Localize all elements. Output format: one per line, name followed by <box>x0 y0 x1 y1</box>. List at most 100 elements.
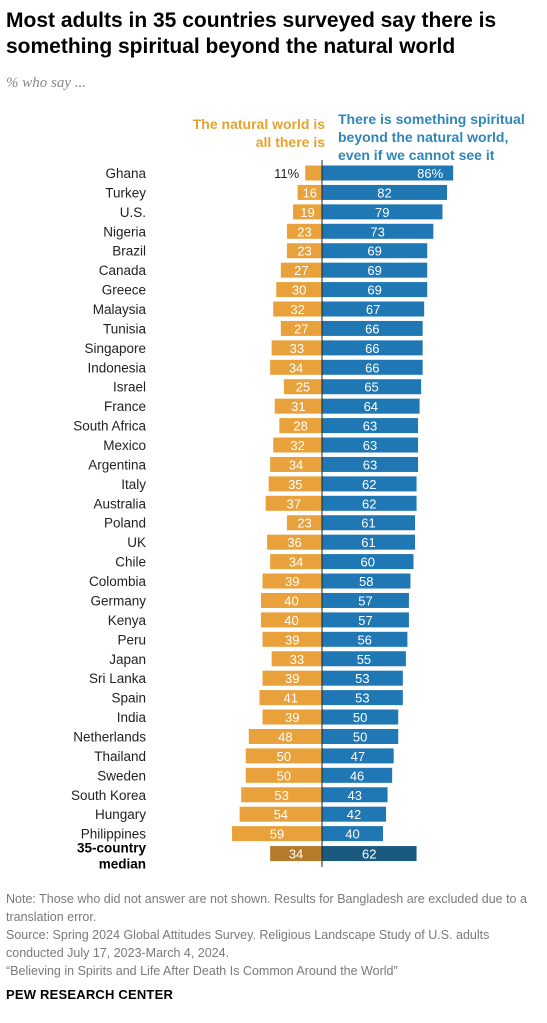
natural-bar <box>262 709 322 725</box>
spiritual-value-label: 67 <box>366 302 380 317</box>
spiritual-value-label: 58 <box>359 574 373 589</box>
country-label: Singapore <box>84 341 146 356</box>
spiritual-value-label: 57 <box>358 593 372 608</box>
spiritual-bar <box>322 204 443 220</box>
natural-bar <box>265 495 322 511</box>
spiritual-bar <box>322 806 387 822</box>
spiritual-value-label: 66 <box>365 321 379 336</box>
spiritual-bar <box>322 651 406 667</box>
natural-bar <box>297 184 322 200</box>
natural-value-label: 28 <box>293 419 307 434</box>
natural-bar <box>232 826 322 842</box>
country-label: Indonesia <box>87 360 146 375</box>
spiritual-bar <box>322 223 434 239</box>
natural-bar <box>268 476 322 492</box>
country-label: Ghana <box>105 166 146 181</box>
spiritual-bar <box>322 748 394 764</box>
spiritual-value-label: 53 <box>355 691 369 706</box>
legend-natural: The natural world is all there is <box>192 116 325 150</box>
country-label: Sri Lanka <box>89 671 147 686</box>
natural-value-label: 19 <box>300 205 314 220</box>
natural-value-label: 39 <box>285 632 299 647</box>
spiritual-value-label: 46 <box>350 768 364 783</box>
natural-value-label: 16 <box>303 185 317 200</box>
median-label: median <box>99 857 146 870</box>
country-label: Turkey <box>105 185 146 200</box>
spiritual-bar <box>322 728 399 744</box>
spiritual-value-label: 42 <box>347 807 361 822</box>
natural-bar <box>248 728 322 744</box>
natural-bar <box>286 515 322 531</box>
natural-bar <box>245 767 322 783</box>
natural-value-label: 33 <box>290 652 304 667</box>
natural-value-label: 53 <box>274 788 288 803</box>
country-label: Malaysia <box>93 302 147 317</box>
spiritual-value-label: 69 <box>367 263 381 278</box>
spiritual-value-label: 40 <box>345 827 359 842</box>
country-label: Australia <box>93 496 146 511</box>
natural-value-label: 33 <box>290 341 304 356</box>
spiritual-value-label: 86% <box>417 166 443 181</box>
natural-value-label: 34 <box>289 457 303 472</box>
spiritual-value-label: 62 <box>362 496 376 511</box>
country-label: Italy <box>121 477 146 492</box>
country-label: South Korea <box>71 788 147 803</box>
chart-subtitle: % who say ... <box>6 75 86 91</box>
country-label: Sweden <box>97 768 146 783</box>
spiritual-value-label: 56 <box>357 632 371 647</box>
natural-value-label: 31 <box>291 399 305 414</box>
spiritual-bar <box>322 826 383 842</box>
spiritual-value-label: 61 <box>361 535 375 550</box>
spiritual-value-label: 65 <box>364 380 378 395</box>
spiritual-bar <box>322 184 448 200</box>
country-label: India <box>117 710 147 725</box>
source-text: Source: Spring 2024 Global Attitudes Sur… <box>6 928 490 960</box>
chart-title: Most adults in 35 countries surveyed say… <box>6 9 497 58</box>
natural-bar <box>279 418 322 434</box>
natural-value-label: 32 <box>290 438 304 453</box>
natural-value-label: 25 <box>296 380 310 395</box>
natural-bar <box>280 320 322 336</box>
country-label: Japan <box>109 652 146 667</box>
spiritual-bar <box>322 670 403 686</box>
spiritual-value-label: 50 <box>353 710 367 725</box>
natural-value-label: 40 <box>284 613 298 628</box>
spiritual-bar <box>322 320 423 336</box>
spiritual-bar <box>322 282 428 298</box>
spiritual-bar <box>322 573 411 589</box>
natural-value-label: 30 <box>292 283 306 298</box>
country-label: Netherlands <box>73 729 146 744</box>
notes-block: Note: Those who did not answer are not s… <box>6 890 544 980</box>
natural-bar <box>273 301 322 317</box>
natural-bar <box>276 282 322 298</box>
spiritual-bar <box>322 631 408 647</box>
median-spiritual-bar <box>322 846 417 862</box>
spiritual-bar <box>322 437 419 453</box>
spiritual-bar <box>322 359 423 375</box>
natural-value-label: 54 <box>274 807 288 822</box>
natural-value-label: 39 <box>285 574 299 589</box>
country-label: Hungary <box>95 807 146 822</box>
spiritual-bar <box>322 554 414 570</box>
natural-bar <box>261 612 322 628</box>
natural-value-label: 39 <box>285 710 299 725</box>
natural-bar <box>271 651 322 667</box>
spiritual-value-label: 43 <box>348 788 362 803</box>
spiritual-value-label: 62 <box>362 477 376 492</box>
spiritual-bar <box>322 476 417 492</box>
spiritual-bar <box>322 709 399 725</box>
natural-bar <box>270 554 322 570</box>
country-label: Poland <box>104 516 146 531</box>
spiritual-value-label: 66 <box>365 360 379 375</box>
country-label: Philippines <box>81 827 147 842</box>
natural-value-label: 39 <box>285 671 299 686</box>
natural-bar <box>270 456 322 472</box>
spiritual-bar <box>322 379 422 395</box>
natural-value-label: 11% <box>274 166 299 181</box>
country-label: UK <box>127 535 146 550</box>
country-label: Spain <box>111 691 146 706</box>
country-label: Argentina <box>88 457 146 472</box>
country-label: Colombia <box>89 574 147 589</box>
natural-bar <box>270 359 322 375</box>
natural-bar <box>239 806 322 822</box>
